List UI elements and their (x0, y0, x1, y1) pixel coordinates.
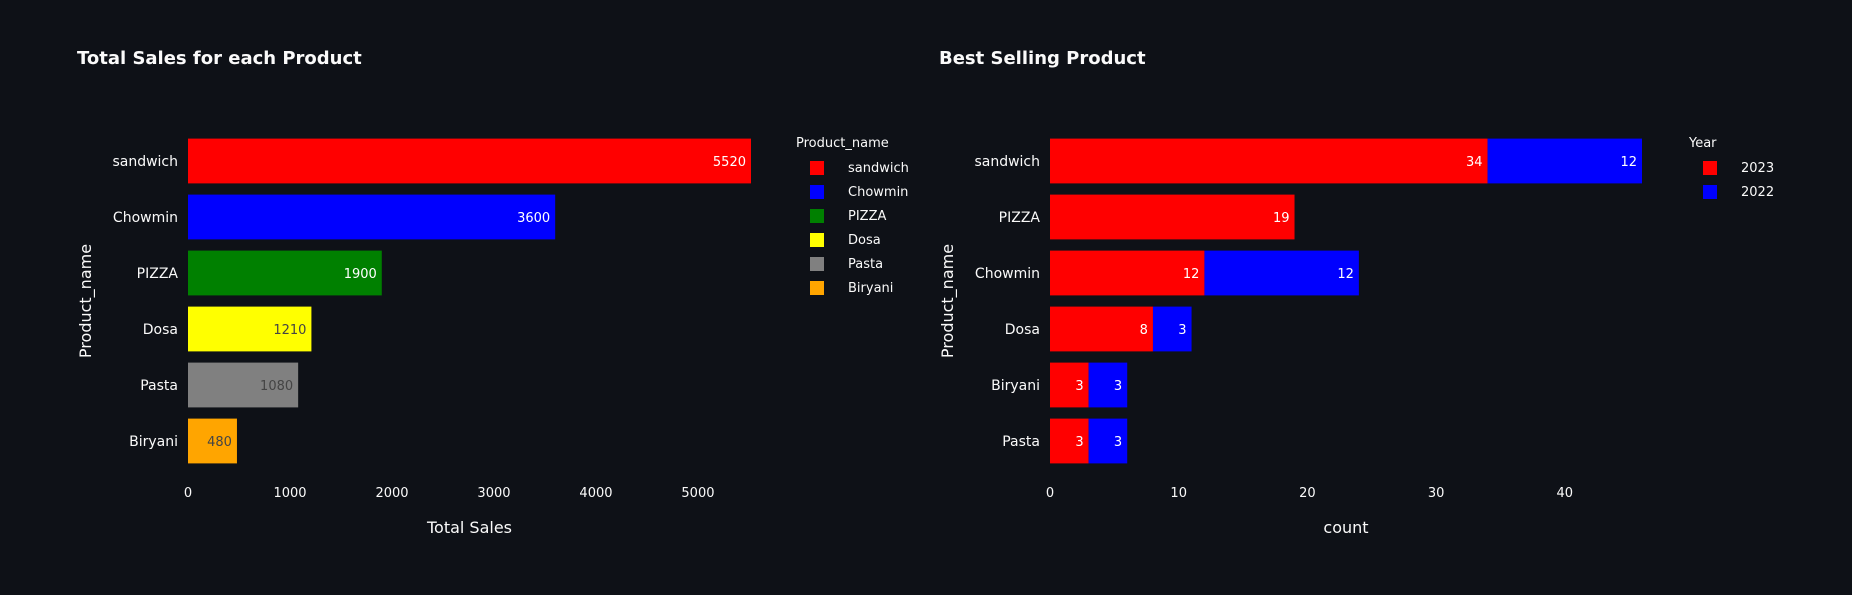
bar-sandwich-2023[interactable] (1050, 138, 1488, 184)
legend-label: sandwich (848, 160, 909, 176)
data-label-chowmin: 3600 (517, 211, 550, 226)
y-tick-label-pizza: PIZZA (137, 266, 179, 282)
y-tick-label-pasta: Pasta (140, 378, 178, 394)
bar-chowmin-2022[interactable] (1204, 250, 1359, 296)
legend-label: Chowmin (848, 184, 909, 200)
data-label-dosa-2022: 3 (1178, 323, 1186, 338)
y-tick-label-chowmin: Chowmin (975, 266, 1040, 282)
y-tick-label-chowmin: Chowmin (113, 210, 178, 226)
legend-item-chowmin[interactable]: Chowmin (796, 180, 909, 204)
bar-chowmin-2023[interactable] (1050, 250, 1205, 296)
year-legend-title: Year (1689, 136, 1717, 151)
x-tick-label: 0 (184, 486, 192, 501)
bar-sandwich[interactable] (188, 138, 751, 184)
y-tick-label-pasta: Pasta (1002, 434, 1040, 450)
data-label-pasta: 1080 (260, 379, 293, 394)
best-selling-chart-panel: Best Selling Product sandwich PIZZA Chowmi… (926, 0, 1852, 595)
y-tick-label-sandwich: sandwich (112, 154, 178, 170)
data-label-sandwich: 5520 (713, 155, 746, 170)
legend-item-2023[interactable]: 2023 (1689, 156, 1774, 180)
x-tick-label: 40 (1557, 486, 1574, 501)
legend-label: Biryani (848, 280, 894, 296)
best-selling-x-axis-title: count (1323, 518, 1368, 537)
data-label-dosa: 1210 (273, 323, 306, 338)
x-tick-label: 3000 (477, 486, 510, 501)
y-tick-label-dosa: Dosa (1005, 322, 1040, 338)
data-label-pizza: 1900 (344, 267, 377, 282)
bar-pasta-2023[interactable] (1050, 418, 1089, 464)
best-selling-stacked-bar-chart: sandwich PIZZA Chowmin Dosa Biryani Pasta 0 10 2… (938, 138, 1642, 537)
legend-label: Dosa (848, 232, 881, 248)
sales-bar-chart: sandwich Chowmin PIZZA Dosa Pasta Biryani 0 100… (76, 138, 751, 537)
product-legend: Product_name sandwich Chowmin PIZZA Dosa Pas… (796, 136, 909, 300)
bar-sandwich-2022[interactable] (1487, 138, 1642, 184)
sales-x-axis-title: Total Sales (426, 518, 512, 537)
legend-swatch (810, 233, 824, 247)
legend-label: 2023 (1741, 160, 1775, 176)
bar-pasta[interactable] (188, 362, 299, 408)
bar-chowmin[interactable] (188, 194, 556, 240)
data-label-pizza-2023: 19 (1273, 211, 1290, 226)
legend-swatch (810, 257, 824, 271)
y-tick-label-biryani: Biryani (129, 434, 178, 450)
x-tick-label: 0 (1046, 486, 1054, 501)
legend-label: Pasta (848, 256, 884, 272)
legend-label: PIZZA (848, 208, 887, 224)
legend-label: 2022 (1741, 184, 1775, 200)
bar-biryani-2023[interactable] (1050, 362, 1089, 408)
legend-item-pasta[interactable]: Pasta (796, 252, 909, 276)
bar-dosa-2023[interactable] (1050, 306, 1153, 352)
sales-y-axis-title: Product_name (76, 244, 96, 358)
legend-swatch (810, 209, 824, 223)
legend-swatch (810, 161, 824, 175)
x-tick-label: 5000 (681, 486, 714, 501)
product-legend-title: Product_name (796, 136, 889, 151)
legend-swatch (1703, 185, 1717, 199)
bar-dosa[interactable] (188, 306, 312, 352)
data-label-chowmin-2022: 12 (1337, 267, 1354, 282)
bar-biryani[interactable] (188, 418, 237, 464)
data-label-sandwich-2023: 34 (1466, 155, 1483, 170)
best-selling-y-axis-title: Product_name (938, 244, 958, 358)
y-tick-label-pizza: PIZZA (999, 210, 1041, 226)
legend-item-2022[interactable]: 2022 (1689, 180, 1774, 204)
x-tick-label: 20 (1299, 486, 1316, 501)
bar-pizza-2023[interactable] (1050, 194, 1295, 240)
x-tick-label: 10 (1170, 486, 1187, 501)
data-label-biryani-2022: 3 (1114, 379, 1122, 394)
y-tick-label-sandwich: sandwich (974, 154, 1040, 170)
data-label-pasta-2023: 3 (1075, 435, 1083, 450)
bar-biryani-2022[interactable] (1088, 362, 1128, 408)
data-label-chowmin-2023: 12 (1183, 267, 1200, 282)
data-label-biryani-2023: 3 (1075, 379, 1083, 394)
legend-swatch (810, 281, 824, 295)
y-tick-label-biryani: Biryani (991, 378, 1040, 394)
legend-item-dosa[interactable]: Dosa (796, 228, 909, 252)
bar-dosa-2022[interactable] (1152, 306, 1192, 352)
data-label-sandwich-2022: 12 (1620, 155, 1637, 170)
legend-swatch (1703, 161, 1717, 175)
x-tick-label: 1000 (273, 486, 306, 501)
y-tick-label-dosa: Dosa (143, 322, 178, 338)
data-label-dosa-2023: 8 (1140, 323, 1148, 338)
year-legend: Year 2023 2022 (1689, 136, 1774, 204)
data-label-pasta-2022: 3 (1114, 435, 1122, 450)
sales-chart-title: Total Sales for each Product (77, 48, 362, 69)
legend-item-pizza[interactable]: PIZZA (796, 204, 909, 228)
legend-item-sandwich[interactable]: sandwich (796, 156, 909, 180)
sales-chart-panel: Total Sales for each Product sandwich Cho… (76, 48, 909, 537)
x-tick-label: 30 (1428, 486, 1445, 501)
bar-pasta-2022[interactable] (1088, 418, 1128, 464)
bar-pizza[interactable] (188, 250, 382, 296)
legend-swatch (810, 185, 824, 199)
x-tick-label: 2000 (375, 486, 408, 501)
best-selling-chart-title: Best Selling Product (939, 48, 1146, 69)
data-label-biryani: 480 (207, 435, 232, 450)
x-tick-label: 4000 (579, 486, 612, 501)
legend-item-biryani[interactable]: Biryani (796, 276, 909, 300)
